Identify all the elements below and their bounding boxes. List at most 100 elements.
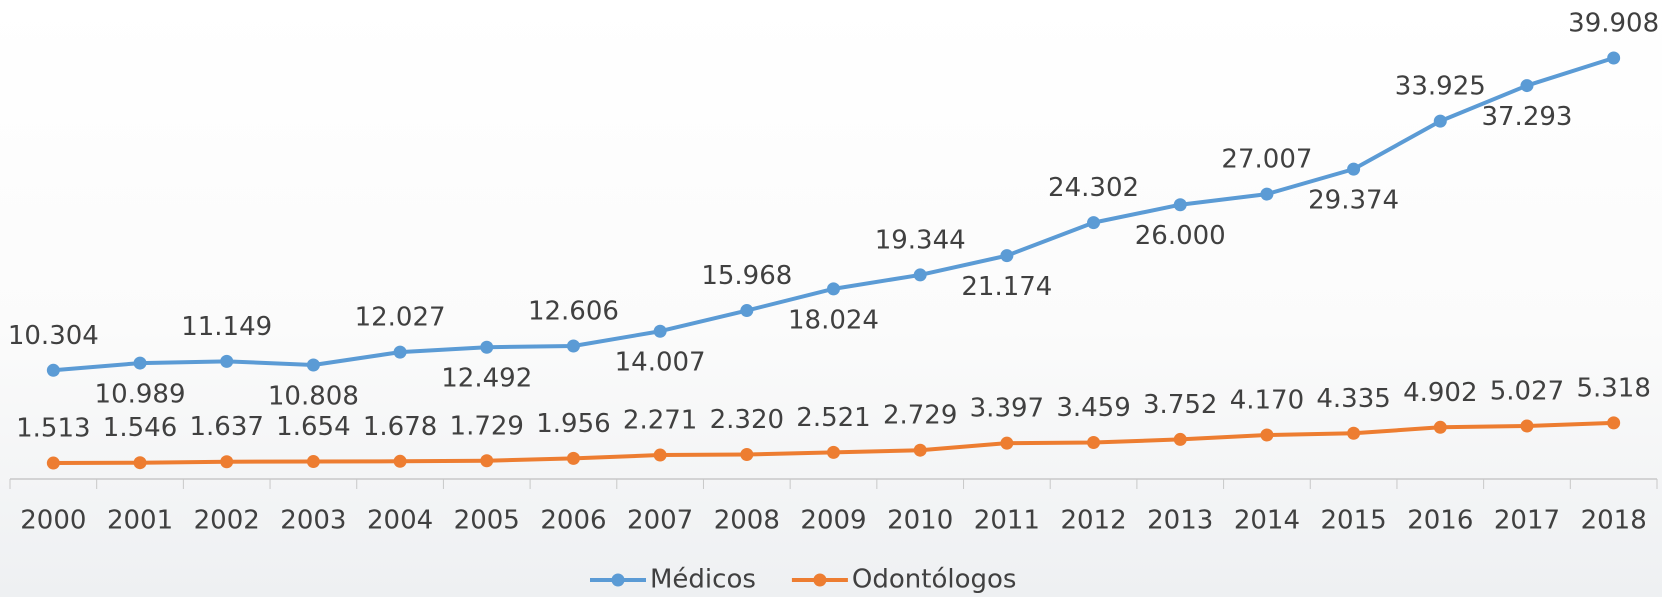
data-label: 2.320 — [710, 405, 784, 435]
data-label: 1.956 — [536, 409, 610, 439]
legend-marker — [611, 573, 625, 587]
data-point — [393, 345, 407, 359]
data-point — [1607, 51, 1621, 65]
x-tick-label: 2002 — [194, 506, 260, 536]
data-label: 4.902 — [1403, 378, 1477, 408]
x-tick-label: 2006 — [540, 506, 606, 536]
x-tick-label: 2001 — [107, 506, 173, 536]
x-tick-label: 2017 — [1494, 506, 1560, 536]
data-label: 27.007 — [1221, 145, 1312, 175]
x-tick-label: 2014 — [1234, 506, 1300, 536]
data-point — [133, 456, 147, 470]
data-label: 2.271 — [623, 406, 697, 436]
data-label: 14.007 — [615, 348, 706, 378]
data-point — [46, 363, 60, 377]
data-point — [220, 455, 234, 469]
x-tick-label: 2012 — [1060, 506, 1126, 536]
data-label: 12.492 — [441, 364, 532, 394]
data-point — [306, 455, 320, 469]
data-label: 1.729 — [450, 411, 524, 441]
data-label: 37.293 — [1481, 102, 1572, 132]
x-tick-label: 2005 — [454, 506, 520, 536]
data-point — [1520, 79, 1534, 93]
data-point — [306, 358, 320, 372]
data-point — [1260, 187, 1274, 201]
data-point — [1000, 249, 1014, 263]
legend-label: Odontólogos — [852, 565, 1017, 595]
data-point — [1607, 416, 1621, 430]
data-label: 5.027 — [1490, 376, 1564, 406]
data-label: 10.304 — [8, 321, 99, 351]
data-label: 5.318 — [1576, 373, 1650, 403]
data-point — [827, 445, 840, 459]
x-tick-label: 2008 — [714, 506, 780, 536]
data-label: 21.174 — [961, 272, 1052, 302]
data-label: 3.459 — [1056, 393, 1130, 423]
data-label: 10.989 — [95, 380, 186, 410]
data-point — [393, 454, 407, 468]
data-point — [1433, 114, 1447, 128]
data-label: 3.752 — [1143, 390, 1217, 420]
data-label: 4.170 — [1230, 386, 1304, 416]
data-point — [1087, 216, 1101, 230]
data-label: 24.302 — [1048, 173, 1139, 203]
data-label: 11.149 — [181, 312, 272, 342]
data-point — [913, 443, 927, 457]
x-tick-label: 2010 — [887, 506, 953, 536]
data-label: 29.374 — [1308, 186, 1399, 216]
data-point — [827, 282, 840, 296]
data-point — [653, 324, 667, 338]
data-label: 19.344 — [875, 225, 966, 255]
x-tick-label: 2018 — [1581, 506, 1647, 536]
data-point — [740, 448, 754, 462]
data-label: 2.729 — [883, 401, 957, 431]
x-tick-label: 2004 — [367, 506, 433, 536]
data-point — [653, 448, 667, 462]
data-label: 33.925 — [1395, 72, 1486, 102]
x-tick-label: 2013 — [1147, 506, 1213, 536]
data-point — [1173, 198, 1187, 212]
data-point — [220, 354, 234, 368]
data-label: 1.513 — [16, 414, 90, 444]
data-point — [1173, 432, 1187, 446]
data-point — [1347, 426, 1361, 440]
data-point — [480, 454, 494, 468]
data-point — [133, 356, 147, 370]
data-label: 1.654 — [276, 412, 350, 442]
data-point — [480, 340, 494, 354]
data-label: 4.335 — [1316, 384, 1390, 414]
data-point — [1087, 436, 1101, 450]
x-tick-label: 2003 — [280, 506, 346, 536]
x-tick-label: 2009 — [800, 506, 866, 536]
data-label: 12.027 — [355, 303, 446, 333]
x-tick-label: 2000 — [20, 506, 86, 536]
data-label: 12.606 — [528, 297, 619, 327]
x-tick-label: 2016 — [1407, 506, 1473, 536]
data-label: 15.968 — [701, 261, 792, 291]
data-label: 10.808 — [268, 381, 359, 411]
data-label: 26.000 — [1135, 221, 1226, 251]
data-label: 39.908 — [1568, 9, 1659, 39]
data-label: 1.637 — [189, 412, 263, 442]
data-point — [566, 451, 580, 465]
data-point — [1347, 162, 1361, 176]
data-point — [913, 268, 927, 282]
x-tick-label: 2007 — [627, 506, 693, 536]
data-point — [1433, 420, 1447, 434]
data-point — [740, 304, 754, 318]
data-label: 2.521 — [796, 403, 870, 433]
data-label: 1.546 — [103, 413, 177, 443]
data-label: 1.678 — [363, 412, 437, 442]
data-point — [1260, 428, 1274, 442]
data-label: 3.397 — [970, 394, 1044, 424]
legend-marker — [813, 573, 827, 587]
data-point — [46, 456, 60, 470]
data-point — [1520, 419, 1534, 433]
data-label: 18.024 — [788, 305, 879, 335]
x-tick-label: 2011 — [974, 506, 1040, 536]
legend-label: Médicos — [650, 565, 756, 595]
data-point — [566, 339, 580, 353]
x-tick-label: 2015 — [1321, 506, 1387, 536]
data-point — [1000, 436, 1014, 450]
